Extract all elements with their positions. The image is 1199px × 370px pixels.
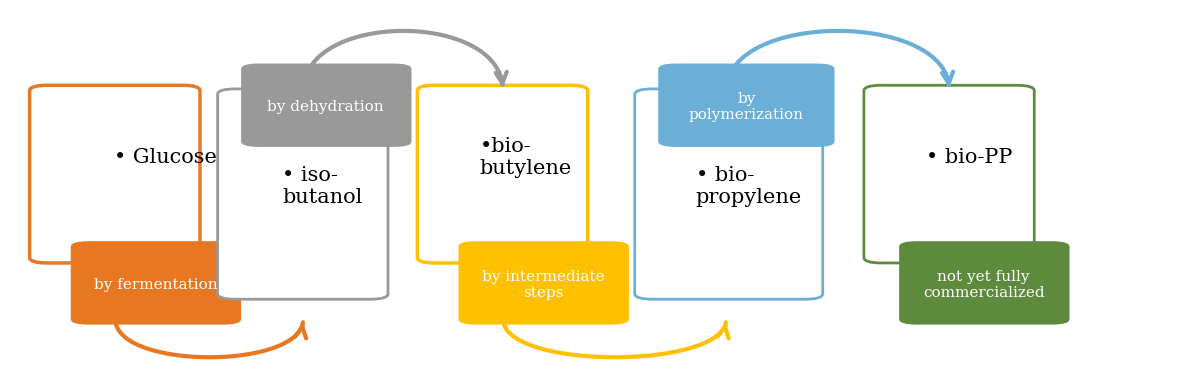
FancyBboxPatch shape [241, 64, 411, 147]
Text: by fermentation: by fermentation [94, 278, 218, 292]
Text: not yet fully
commercialized: not yet fully commercialized [923, 270, 1044, 300]
Text: • Glucose: • Glucose [114, 148, 217, 167]
FancyBboxPatch shape [417, 85, 588, 263]
FancyBboxPatch shape [634, 89, 823, 299]
FancyBboxPatch shape [30, 85, 200, 263]
Text: by
polymerization: by polymerization [689, 92, 803, 122]
FancyBboxPatch shape [217, 89, 388, 299]
Text: by intermediate
steps: by intermediate steps [482, 270, 604, 300]
Text: •bio-
butylene: •bio- butylene [480, 137, 572, 178]
FancyBboxPatch shape [863, 85, 1035, 263]
FancyBboxPatch shape [899, 241, 1070, 324]
FancyBboxPatch shape [658, 64, 835, 147]
FancyBboxPatch shape [458, 241, 628, 324]
FancyBboxPatch shape [71, 241, 241, 324]
Text: • iso-
butanol: • iso- butanol [282, 166, 362, 207]
Text: by dehydration: by dehydration [267, 100, 384, 114]
Text: • bio-PP: • bio-PP [926, 148, 1012, 167]
Text: • bio-
propylene: • bio- propylene [695, 166, 802, 207]
